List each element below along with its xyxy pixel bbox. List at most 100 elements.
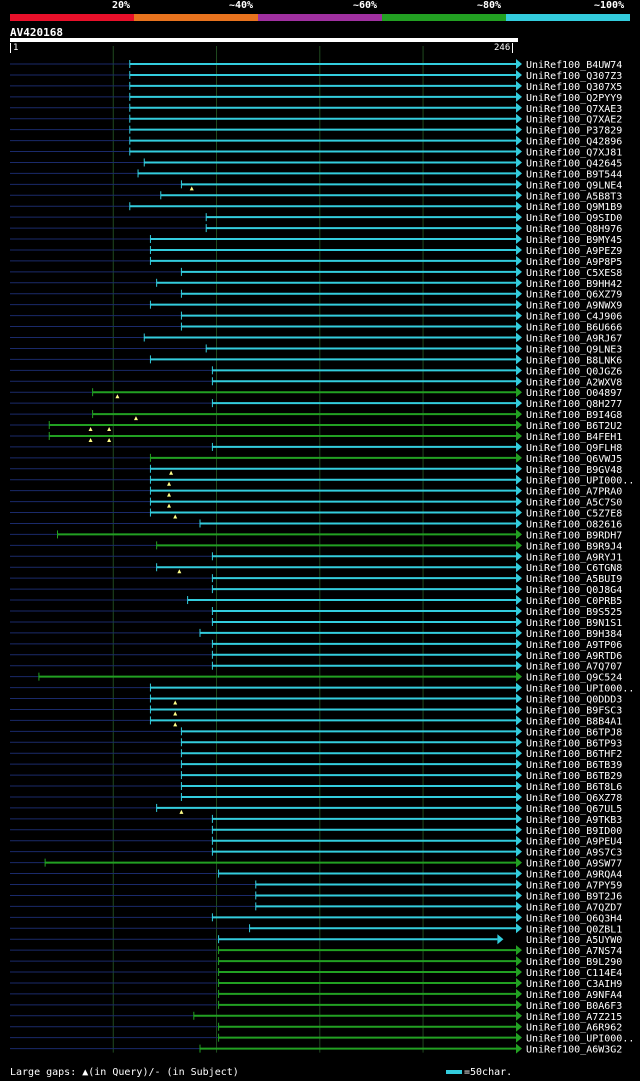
hit-row[interactable]: UniRef100_B4UW74	[10, 59, 622, 71]
hit-row[interactable]: UniRef100_A5BUI9	[10, 573, 622, 585]
hit-row[interactable]: UniRef100_B6THF2	[10, 748, 622, 760]
hit-row[interactable]: UniRef100_Q0JGZ6	[10, 365, 622, 377]
hit-label[interactable]: UniRef100_Q0JGZ6	[526, 366, 622, 377]
hit-label[interactable]: UniRef100_P37829	[526, 126, 622, 137]
hit-row[interactable]: UniRef100_A9SW77	[10, 857, 622, 870]
hit-row[interactable]: UniRef100_B6TP93	[10, 737, 622, 749]
hit-row[interactable]: UniRef100_B9GV48	[10, 463, 622, 476]
hit-label[interactable]: UniRef100_C3AIH9	[526, 979, 622, 990]
hit-row[interactable]: UniRef100_Q9LNE4	[10, 179, 622, 191]
hit-row[interactable]: UniRef100_O04897	[10, 387, 622, 399]
hit-label[interactable]: UniRef100_B9T2J6	[526, 891, 622, 902]
hit-label[interactable]: UniRef100_UPI000..	[526, 476, 634, 487]
hit-label[interactable]: UniRef100_C6TGN8	[526, 563, 622, 574]
hit-label[interactable]: UniRef100_Q6XZ79	[526, 290, 622, 301]
hit-row[interactable]: UniRef100_Q8H277	[10, 398, 622, 410]
hit-label[interactable]: UniRef100_A5BUI9	[526, 574, 622, 585]
hit-row[interactable]: UniRef100_B6T8L6	[10, 781, 622, 793]
hit-label[interactable]: UniRef100_A5C7S0	[526, 498, 622, 509]
hit-row[interactable]: UniRef100_Q307Z3	[10, 69, 622, 82]
hit-row[interactable]: UniRef100_A9TKB3	[10, 813, 622, 826]
hit-row[interactable]: UniRef100_A5UYW0	[10, 934, 622, 946]
hit-label[interactable]: UniRef100_C114E4	[526, 968, 622, 979]
hit-row[interactable]: UniRef100_C3AIH9	[10, 977, 622, 990]
hit-label[interactable]: UniRef100_Q9SID0	[526, 213, 622, 224]
hit-label[interactable]: UniRef100_C5Z7E8	[526, 509, 622, 520]
hit-row[interactable]: UniRef100_B8LNK6	[10, 354, 622, 366]
hit-label[interactable]: UniRef100_A9NFA4	[526, 990, 622, 1001]
hit-row[interactable]: UniRef100_B4FEH1	[10, 430, 622, 443]
hit-row[interactable]: UniRef100_A7NS74	[10, 945, 622, 957]
hit-label[interactable]: UniRef100_O04897	[526, 388, 622, 399]
hit-label[interactable]: UniRef100_A9PEZ9	[526, 246, 622, 257]
hit-label[interactable]: UniRef100_B9ID00	[526, 826, 622, 837]
hit-label[interactable]: UniRef100_Q42896	[526, 137, 622, 148]
hit-row[interactable]: UniRef100_Q9C524	[10, 671, 622, 684]
hit-row[interactable]: UniRef100_C6TGN8	[10, 562, 622, 574]
hit-label[interactable]: UniRef100_Q9C524	[526, 673, 622, 684]
hit-row[interactable]: UniRef100_UPI000..	[10, 474, 634, 487]
hit-row[interactable]: UniRef100_B6TB39	[10, 759, 622, 771]
hit-label[interactable]: UniRef100_A9P8P5	[526, 257, 622, 268]
hit-row[interactable]: UniRef100_A9NFA4	[10, 988, 622, 1001]
hit-row[interactable]: UniRef100_Q6Q3H4	[10, 912, 622, 924]
hit-label[interactable]: UniRef100_B9FSC3	[526, 705, 622, 716]
hit-label[interactable]: UniRef100_B9H384	[526, 629, 622, 640]
hit-row[interactable]: UniRef100_Q6XZ78	[10, 791, 622, 804]
hit-label[interactable]: UniRef100_A9PEU4	[526, 837, 622, 848]
hit-label[interactable]: UniRef100_A7PRA0	[526, 487, 622, 498]
hit-label[interactable]: UniRef100_Q307Z3	[526, 71, 622, 82]
hit-row[interactable]: UniRef100_B9T2J6	[10, 890, 622, 902]
hit-label[interactable]: UniRef100_Q8H976	[526, 224, 622, 235]
hit-row[interactable]: UniRef100_A9RTD6	[10, 649, 622, 662]
hit-label[interactable]: UniRef100_B9GV48	[526, 465, 622, 476]
hit-row[interactable]: UniRef100_Q7XAE3	[10, 102, 622, 115]
hit-row[interactable]: UniRef100_B9H384	[10, 627, 622, 640]
hit-label[interactable]: UniRef100_A7QZD7	[526, 902, 622, 913]
hit-row[interactable]: UniRef100_B9RDH7	[10, 529, 622, 541]
hit-label[interactable]: UniRef100_B6TB29	[526, 771, 622, 782]
hit-label[interactable]: UniRef100_A5UYW0	[526, 935, 622, 946]
hit-label[interactable]: UniRef100_C5XES8	[526, 268, 622, 279]
hit-label[interactable]: UniRef100_A7NS74	[526, 946, 622, 957]
hit-label[interactable]: UniRef100_C4J906	[526, 312, 622, 323]
hit-row[interactable]: UniRef100_Q7XAE2	[10, 113, 622, 126]
hit-label[interactable]: UniRef100_B9RDH7	[526, 530, 622, 541]
hit-label[interactable]: UniRef100_B8LNK6	[526, 355, 622, 366]
hit-label[interactable]: UniRef100_B9MY45	[526, 235, 622, 246]
hit-label[interactable]: UniRef100_Q0ZBL1	[526, 924, 622, 935]
hit-label[interactable]: UniRef100_Q0DDD3	[526, 695, 622, 706]
hit-row[interactable]: UniRef100_UPI000..	[10, 1032, 634, 1045]
hit-row[interactable]: UniRef100_Q42896	[10, 135, 622, 148]
hit-label[interactable]: UniRef100_A7PY59	[526, 881, 622, 892]
hit-row[interactable]: UniRef100_A9PEU4	[10, 835, 622, 848]
hit-label[interactable]: UniRef100_Q9LNE4	[526, 180, 622, 191]
hit-label[interactable]: UniRef100_A6W3G2	[526, 1045, 622, 1056]
hit-label[interactable]: UniRef100_A9TKB3	[526, 815, 622, 826]
hit-label[interactable]: UniRef100_B6T8L6	[526, 782, 622, 793]
hit-row[interactable]: UniRef100_A9NWX9	[10, 299, 622, 312]
hit-row[interactable]: UniRef100_P37829	[10, 124, 622, 137]
hit-label[interactable]: UniRef100_A9NWX9	[526, 301, 622, 312]
hit-label[interactable]: UniRef100_UPI000..	[526, 1034, 634, 1045]
hit-row[interactable]: UniRef100_Q6XZ79	[10, 288, 622, 301]
hit-row[interactable]: UniRef100_A9RJ67	[10, 332, 622, 345]
hit-row[interactable]: UniRef100_Q2PYY9	[10, 91, 622, 104]
hit-row[interactable]: UniRef100_B6TB29	[10, 770, 622, 782]
hit-row[interactable]: UniRef100_B9FSC3	[10, 704, 622, 716]
hit-row[interactable]: UniRef100_C5Z7E8	[10, 507, 622, 520]
hit-label[interactable]: UniRef100_B6U666	[526, 323, 622, 334]
hit-row[interactable]: UniRef100_A9RYJ1	[10, 551, 622, 563]
hit-label[interactable]: UniRef100_Q7XJ81	[526, 148, 622, 159]
hit-label[interactable]: UniRef100_O82616	[526, 519, 622, 530]
hit-label[interactable]: UniRef100_B6TP93	[526, 738, 622, 749]
hit-label[interactable]: UniRef100_A9S7C3	[526, 848, 622, 859]
hit-row[interactable]: UniRef100_A7PY59	[10, 879, 622, 892]
hit-row[interactable]: UniRef100_B9S525	[10, 606, 622, 618]
hit-row[interactable]: UniRef100_A5C7S0	[10, 496, 622, 509]
hit-row[interactable]: UniRef100_A7Q707	[10, 660, 622, 673]
hit-row[interactable]: UniRef100_Q0ZBL1	[10, 923, 622, 935]
hit-row[interactable]: UniRef100_Q42645	[10, 157, 622, 169]
hit-label[interactable]: UniRef100_A7Z215	[526, 1012, 622, 1023]
hit-label[interactable]: UniRef100_UPI000..	[526, 684, 634, 695]
